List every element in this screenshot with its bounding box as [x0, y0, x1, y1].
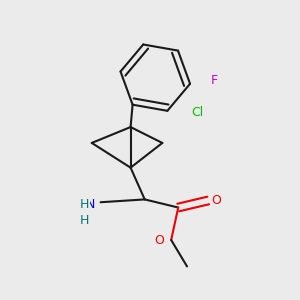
Text: N: N	[85, 198, 95, 211]
Text: H: H	[80, 214, 89, 227]
Text: O: O	[211, 194, 221, 207]
Text: O: O	[154, 233, 164, 247]
Text: Cl: Cl	[191, 106, 203, 119]
Text: H: H	[80, 198, 89, 211]
Text: F: F	[211, 74, 218, 87]
